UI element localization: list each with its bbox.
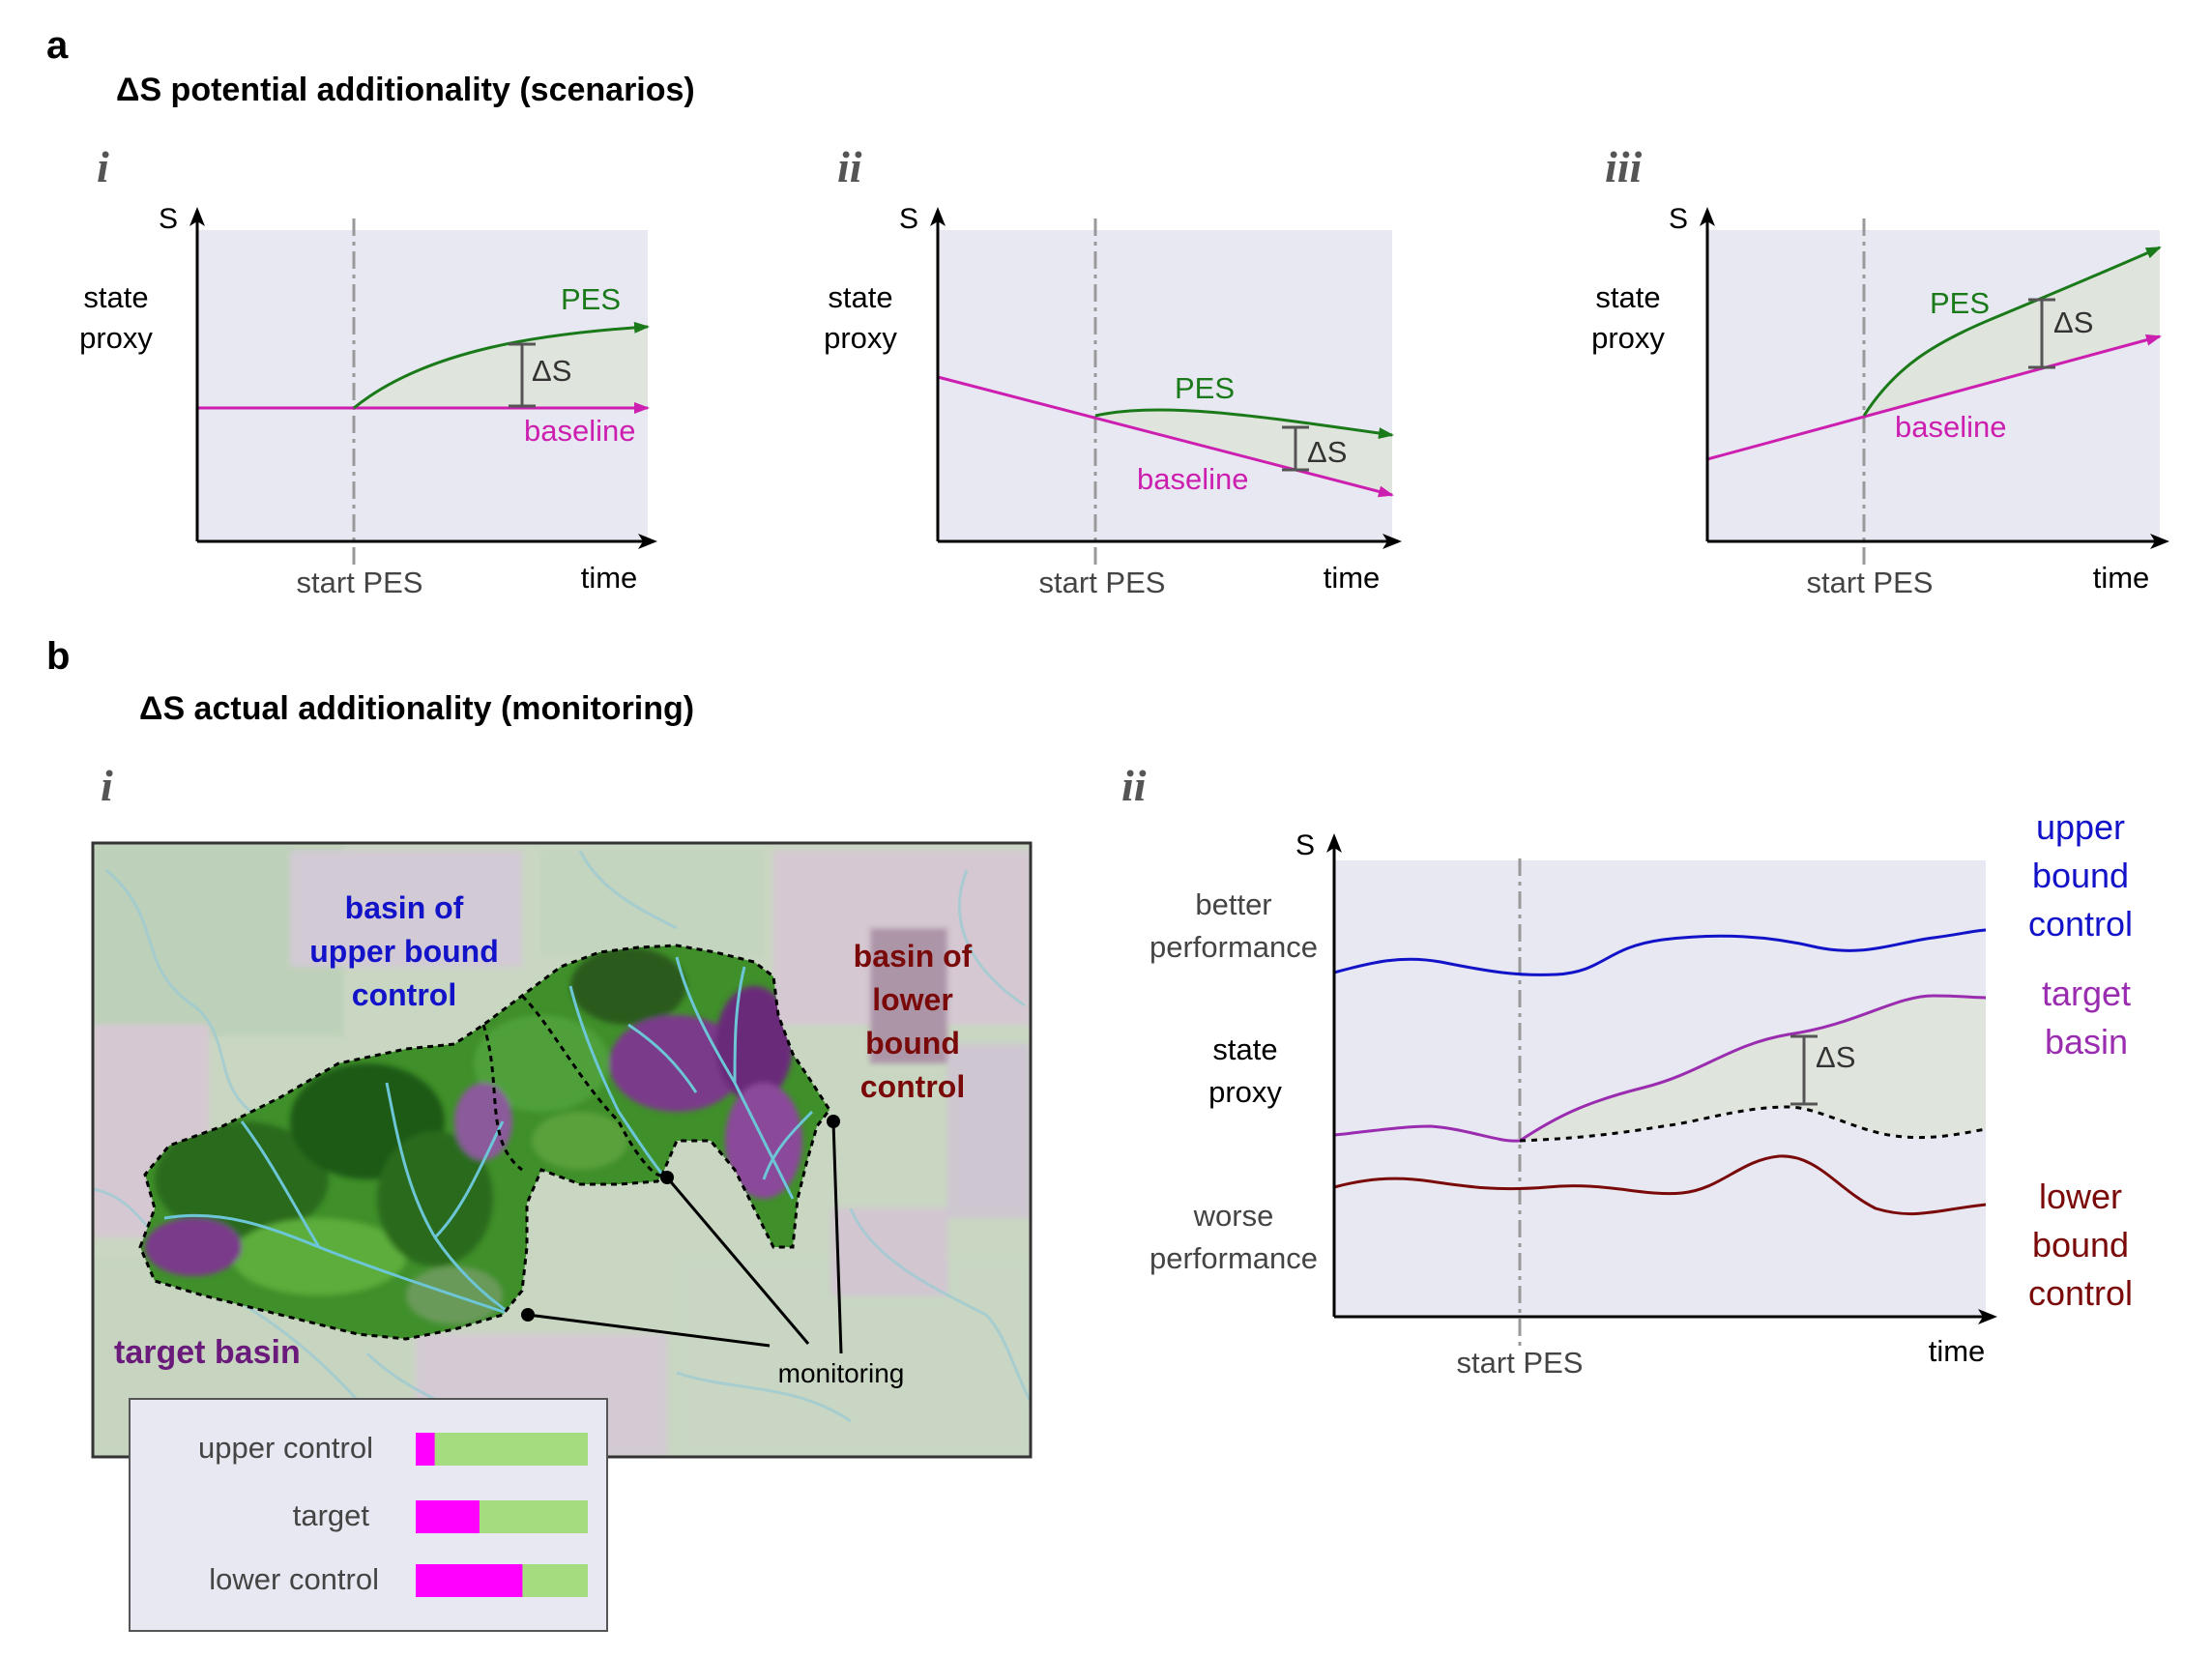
pes-line [353,321,650,410]
state-label-2: proxy [1208,1075,1282,1109]
upper-control-label-3: control [2028,904,2133,944]
start-label: start PES [297,566,423,599]
worse-label-1: worse [1193,1199,1274,1233]
legend-label-upper: upper control [198,1431,373,1465]
lower-control-label-1: lower [2039,1177,2122,1216]
start-label: start PES [1457,1346,1584,1380]
scenario-ii: ii S state proxy PES baseline ΔS start P… [824,142,1402,599]
scenario-iii: iii S state proxy PES baseline ΔS start … [1591,142,2169,599]
y-label-2: proxy [824,321,897,355]
state-label-1: state [1212,1032,1277,1066]
baseline-line [937,375,1394,498]
delta-bracket [1282,425,1309,472]
target-basin-label-1: target [2042,974,2131,1013]
lower-control-label-2: bound [2032,1225,2129,1265]
numeral: i [97,142,109,191]
legend-bar-target-magenta [416,1500,480,1533]
panel-a-title: ΔS potential additionality (scenarios) [116,72,695,108]
counterfactual-line [1519,1105,1987,1143]
coverage-legend: upper control target lower control [129,1398,608,1632]
monitoring-connectors [527,1120,843,1354]
monitoring-timeseries: ii S better performance state proxy wors… [1121,761,2133,1380]
delta-bracket [2028,298,2055,369]
worse-label-2: performance [1150,1241,1318,1275]
pes-line [1094,408,1394,439]
y-label-1: state [83,280,148,314]
monitoring-point-lower [827,1115,840,1128]
delta-fill [354,327,648,408]
legend-bar-upper-magenta [416,1433,435,1466]
delta-fill [1864,247,2160,416]
delta-label: ΔS [1307,435,1347,469]
monitoring-label: monitoring [778,1358,905,1388]
start-label: start PES [1039,566,1166,599]
baseline-label: baseline [1137,462,1248,496]
y-label-1: state [828,280,892,314]
delta-fill [1095,409,1392,495]
y-label-2: proxy [79,321,153,355]
numeral: ii [837,142,862,191]
subbasin-divide-2 [520,994,664,1177]
pes-label: PES [1930,286,1990,320]
delta-label: ΔS [1816,1040,1855,1074]
panel-b-letter: b [46,635,70,678]
upper-control-label-1: upper [2036,807,2125,847]
x-axis-label: time [1929,1334,1986,1368]
monitoring-point-upper [660,1171,674,1184]
upper-control-line [1333,928,1987,976]
delta-bracket [1790,1034,1818,1106]
lower-control-label-3: control [2028,1273,2133,1313]
lower-control-line [1333,1154,1987,1216]
y-label-1: state [1595,280,1660,314]
upper-basin-label-1: basin of [345,890,464,925]
y-label-2: proxy [1591,321,1665,355]
legend-bar-lower-magenta [416,1564,523,1597]
pes-label: PES [1175,371,1235,405]
lower-basin-label-4: control [860,1069,965,1104]
y-axis-letter: S [159,203,178,235]
baseline-label: baseline [524,414,635,448]
delta-label: ΔS [532,354,571,388]
scenario-i: i S state proxy PES baseline ΔS start PE… [79,142,657,599]
numeral: i [101,761,113,810]
baseline-label: baseline [1895,410,2006,444]
target-line [1333,994,1987,1143]
baseline-line [1706,334,2162,461]
basin-map: i [91,761,1033,1459]
better-label-1: better [1195,887,1271,921]
target-basin-label: target basin [114,1334,301,1371]
monitoring-point-target [521,1308,535,1322]
panel-a-letter: a [46,24,69,67]
y-axis-letter: S [1295,829,1315,861]
delta-bracket [509,342,536,408]
upper-control-label-2: bound [2032,856,2129,895]
upper-basin-label-2: upper bound [309,934,499,969]
start-label: start PES [1807,566,1934,599]
x-axis-label: time [581,561,638,595]
x-axis-label: time [1324,561,1381,595]
numeral: ii [1121,761,1147,810]
better-label-2: performance [1150,930,1318,964]
lower-basin-label-1: basin of [854,939,973,974]
legend-label-target: target [293,1498,370,1532]
legend-label-lower: lower control [209,1562,379,1596]
legend-bar-upper-green [416,1433,588,1466]
delta-fill [1520,996,1986,1141]
numeral: iii [1605,142,1643,191]
delta-label: ΔS [2053,305,2093,339]
panel-b-title: ΔS actual additionality (monitoring) [139,690,694,727]
target-basin-label-2: basin [2045,1022,2128,1061]
lower-basin-label-2: lower [872,982,953,1017]
pes-label: PES [561,282,621,316]
upper-basin-label-3: control [352,977,456,1012]
plot-area [938,230,1392,541]
y-axis-letter: S [899,203,918,235]
pes-line [1862,246,2162,417]
y-axis-letter: S [1669,203,1688,235]
lower-basin-label-3: bound [865,1026,960,1061]
x-axis-label: time [2093,561,2150,595]
subbasin-divide-1 [481,1024,523,1172]
